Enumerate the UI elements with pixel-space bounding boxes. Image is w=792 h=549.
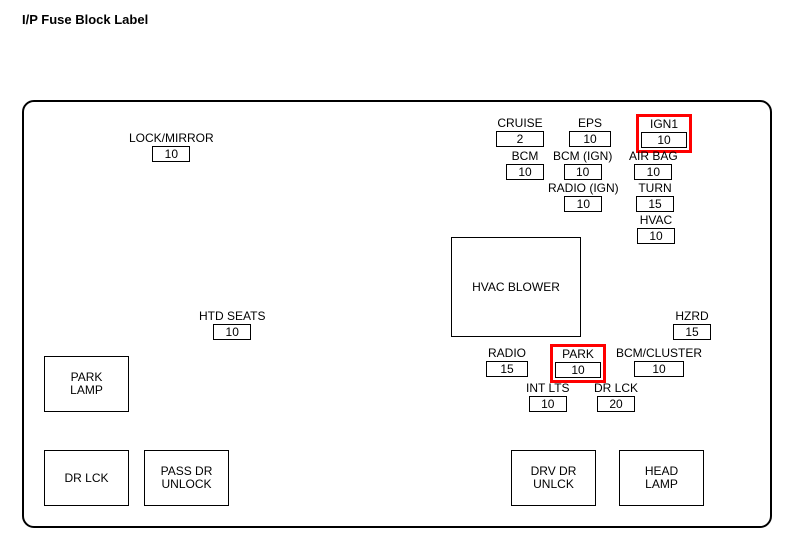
fuse-label: CRUISE — [496, 117, 544, 130]
fuse-dr-lck: DR LCK 20 — [594, 382, 638, 413]
fuse-htd-seats: HTD SEATS 10 — [199, 310, 265, 341]
fuse-radio: RADIO 15 — [486, 347, 528, 378]
fuse-value: 10 — [641, 132, 687, 148]
fuse-value: 2 — [496, 131, 544, 147]
fuse-label: AIR BAG — [629, 150, 678, 163]
fuse-value: 10 — [564, 196, 602, 212]
fuse-value: 15 — [636, 196, 674, 212]
relay-head-lamp: HEAD LAMP — [619, 450, 704, 506]
relay-label: DRV DR UNLCK — [531, 465, 577, 491]
fuse-label: BCM/CLUSTER — [616, 347, 702, 360]
fuse-value: 10 — [555, 362, 601, 378]
fuse-label: INT LTS — [526, 382, 570, 395]
relay-label: PARK LAMP — [70, 371, 103, 397]
fuse-label: IGN1 — [641, 118, 687, 131]
fuse-label: BCM (IGN) — [553, 150, 612, 163]
fuse-label: HZRD — [673, 310, 711, 323]
fuse-lock-mirror: LOCK/MIRROR 10 — [129, 132, 214, 163]
relay-drv-dr-unlck: DRV DR UNLCK — [511, 450, 596, 506]
fuse-eps: EPS 10 — [569, 117, 611, 148]
fuse-value: 10 — [637, 228, 675, 244]
fuse-value: 10 — [152, 146, 190, 162]
fuse-label: RADIO (IGN) — [548, 182, 619, 195]
fuse-panel: LOCK/MIRROR 10 HTD SEATS 10 CRUISE 2 EPS… — [22, 100, 772, 528]
fuse-park: PARK 10 — [550, 344, 606, 383]
fuse-label: LOCK/MIRROR — [129, 132, 214, 145]
fuse-value: 20 — [597, 396, 635, 412]
fuse-bcm: BCM 10 — [506, 150, 544, 181]
fuse-label: BCM — [506, 150, 544, 163]
fuse-value: 10 — [529, 396, 567, 412]
fuse-value: 10 — [569, 131, 611, 147]
diagram-title: I/P Fuse Block Label — [22, 12, 148, 27]
fuse-value: 10 — [506, 164, 544, 180]
hvac-blower-box: HVAC BLOWER — [451, 237, 581, 337]
fuse-label: HTD SEATS — [199, 310, 265, 323]
fuse-label: TURN — [636, 182, 674, 195]
fuse-label: PARK — [555, 348, 601, 361]
fuse-hzrd: HZRD 15 — [673, 310, 711, 341]
fuse-value: 10 — [564, 164, 602, 180]
fuse-value: 15 — [673, 324, 711, 340]
fuse-radio-ign: RADIO (IGN) 10 — [548, 182, 619, 213]
relay-label: PASS DR UNLOCK — [161, 465, 213, 491]
fuse-label: HVAC — [637, 214, 675, 227]
fuse-label: RADIO — [486, 347, 528, 360]
fuse-value: 10 — [634, 164, 672, 180]
fuse-value: 10 — [213, 324, 251, 340]
fuse-ign1: IGN1 10 — [636, 114, 692, 153]
fuse-value: 15 — [486, 361, 528, 377]
fuse-cruise: CRUISE 2 — [496, 117, 544, 148]
fuse-bcm-ign: BCM (IGN) 10 — [553, 150, 612, 181]
relay-pass-dr-unlock: PASS DR UNLOCK — [144, 450, 229, 506]
fuse-label: DR LCK — [594, 382, 638, 395]
fuse-bcm-cluster: BCM/CLUSTER 10 — [616, 347, 702, 378]
relay-label: HEAD LAMP — [645, 465, 678, 491]
relay-park-lamp: PARK LAMP — [44, 356, 129, 412]
fuse-label: EPS — [569, 117, 611, 130]
fuse-hvac: HVAC 10 — [637, 214, 675, 245]
fuse-value: 10 — [634, 361, 684, 377]
fuse-turn: TURN 15 — [636, 182, 674, 213]
relay-label: DR LCK — [64, 472, 108, 485]
relay-dr-lck: DR LCK — [44, 450, 129, 506]
blower-label: HVAC BLOWER — [472, 280, 560, 294]
fuse-air-bag: AIR BAG 10 — [629, 150, 678, 181]
fuse-int-lts: INT LTS 10 — [526, 382, 570, 413]
